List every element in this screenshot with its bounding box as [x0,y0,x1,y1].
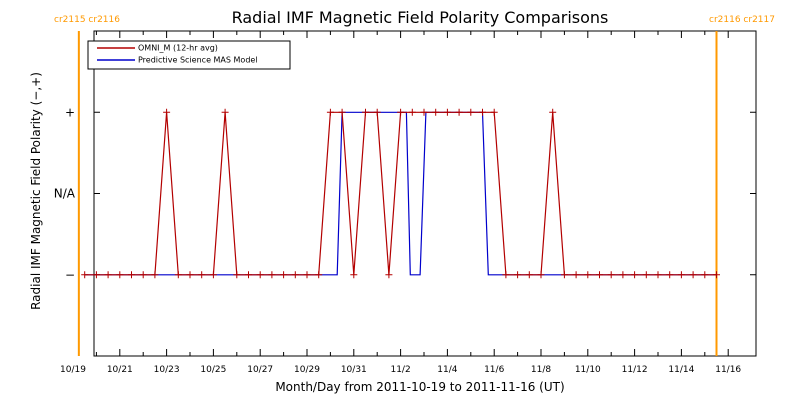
data-point-marker [291,271,299,279]
y-axis-title: Radial IMF Magnetic Field Polarity (−,+) [29,72,43,310]
x-tick-label: 11/16 [715,365,741,375]
data-point-marker [443,108,451,116]
x-tick-label: 10/23 [154,365,180,375]
data-point-marker [186,271,194,279]
data-point-marker [326,108,334,116]
data-point-marker [104,271,112,279]
data-point-marker [607,271,615,279]
data-point-marker [373,108,381,116]
x-tick-label: 10/27 [247,365,273,375]
x-tick-label: 11/12 [622,365,648,375]
x-tick-label: 11/8 [531,365,551,375]
data-point-marker [303,271,311,279]
x-axis-title: Month/Day from 2011-10-19 to 2011-11-16 … [275,380,564,394]
y-tick-label: N/A [54,187,76,201]
data-point-marker [385,271,393,279]
data-point-marker [584,271,592,279]
data-point-marker [537,271,545,279]
x-tick-label: 11/10 [575,365,601,375]
data-point-marker [525,271,533,279]
data-point-marker [572,271,580,279]
data-point-marker [596,271,603,279]
x-tick-label: 11/4 [437,365,457,375]
carrington-marker-label: cr2115 cr2116 [54,15,120,25]
data-point-marker [514,271,522,279]
carrington-marker-layer: cr2115 cr2116 cr2116 cr2117 [54,15,775,356]
data-point-marker [666,271,674,279]
data-point-marker [280,271,288,279]
y-axis: − N/A + [54,105,756,282]
data-point-marker [689,271,697,279]
data-point-marker [455,108,463,116]
data-point-marker [256,271,264,279]
data-point-marker [128,271,135,279]
data-point-marker [139,271,147,279]
legend-frame [87,40,291,70]
data-point-marker [315,271,323,279]
x-tick-label: 10/31 [341,365,367,375]
legend-label-mas: Predictive Science MAS Model [138,56,258,65]
x-tick-label: 11/14 [668,365,694,375]
data-point-marker [245,271,252,279]
data-point-marker [81,271,89,279]
data-point-marker [502,271,510,279]
data-point-marker [221,108,229,116]
y-tick-label: − [65,268,75,282]
x-tick-label: 10/19 [60,365,86,375]
series-line [84,111,717,276]
data-point-marker [116,271,124,279]
x-axis: 10/19 10/21 10/23 10/25 10/27 10/29 10/31 11/2 1… [60,31,741,375]
data-point-marker [432,108,440,116]
data-point-marker [479,108,486,116]
carrington-marker-label: cr2116 cr2117 [709,15,775,25]
data-point-marker [701,271,709,279]
y-tick-label: + [65,105,75,119]
data-point-marker [619,271,627,279]
data-point-marker [713,271,720,279]
data-point-marker [92,271,100,279]
data-point-marker [490,108,498,116]
data-point-marker [642,271,650,279]
data-point-marker [420,108,428,116]
data-point-marker [209,271,217,279]
plot-frame [93,30,757,357]
x-tick-label: 11/2 [390,365,410,375]
x-tick-label: 10/21 [107,365,133,375]
data-point-marker [467,108,475,116]
data-point-marker [151,271,159,279]
x-tick-label: 11/6 [484,365,504,375]
data-point-marker [338,108,346,116]
data-point-marker [233,271,241,279]
data-point-marker [198,271,206,279]
series-line [84,111,717,276]
x-tick-label: 10/29 [294,365,320,375]
series-layer [81,108,720,279]
data-point-marker [631,271,639,279]
data-point-marker [362,108,369,116]
x-tick-label: 10/25 [200,365,226,375]
data-point-marker [677,271,685,279]
data-point-marker [268,271,276,279]
data-point-marker [163,108,171,116]
data-point-marker [350,271,358,279]
data-point-marker [397,108,405,116]
legend-label-omni: OMNI_M (12-hr avg) [138,44,218,53]
chart-title: Radial IMF Magnetic Field Polarity Compa… [232,8,609,27]
data-point-marker [549,108,557,116]
data-point-marker [560,271,568,279]
data-point-marker [408,108,416,116]
data-point-marker [174,271,182,279]
legend: OMNI_M (12-hr avg) Predictive Science MA… [87,40,291,70]
data-point-marker [654,271,662,279]
